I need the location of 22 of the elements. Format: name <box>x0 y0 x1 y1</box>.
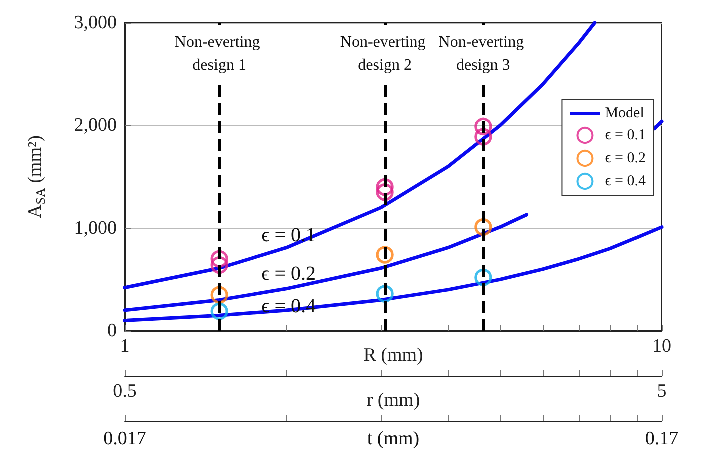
x-axis-title: R (mm) <box>364 345 424 366</box>
annotation: ϵ = 0.2 <box>262 263 316 286</box>
y-tick-label: 1,000 <box>74 218 117 239</box>
ref-line-label: Non-everting design 3 <box>438 34 528 74</box>
text: 0.017 <box>104 428 146 450</box>
legend-label: Model <box>605 106 644 122</box>
y-tick-label: 0 <box>108 320 117 342</box>
y-tick-label: 2,000 <box>74 115 117 136</box>
x-tick-label: 10 <box>652 336 672 357</box>
x-tick-label: 1 <box>120 336 130 357</box>
x2-axis-title: r (mm) <box>366 390 420 411</box>
y-axis-title: ASA (mm²) <box>25 135 48 219</box>
text: t (mm) <box>367 428 420 450</box>
legend-label: ϵ = 0.1 <box>605 128 646 144</box>
ref-line-label: Non-everting design 1 <box>174 34 264 74</box>
x2-tick-label: 5 <box>657 381 667 402</box>
legend-label: ϵ = 0.2 <box>605 150 646 166</box>
legend-label: ϵ = 0.4 <box>605 174 646 190</box>
text: 0.17 <box>645 428 679 450</box>
y-tick-label: 3,000 <box>74 12 117 34</box>
x2-tick-label: 0.5 <box>113 381 137 402</box>
ref-line-label: Non-everting design 2 <box>340 34 430 74</box>
